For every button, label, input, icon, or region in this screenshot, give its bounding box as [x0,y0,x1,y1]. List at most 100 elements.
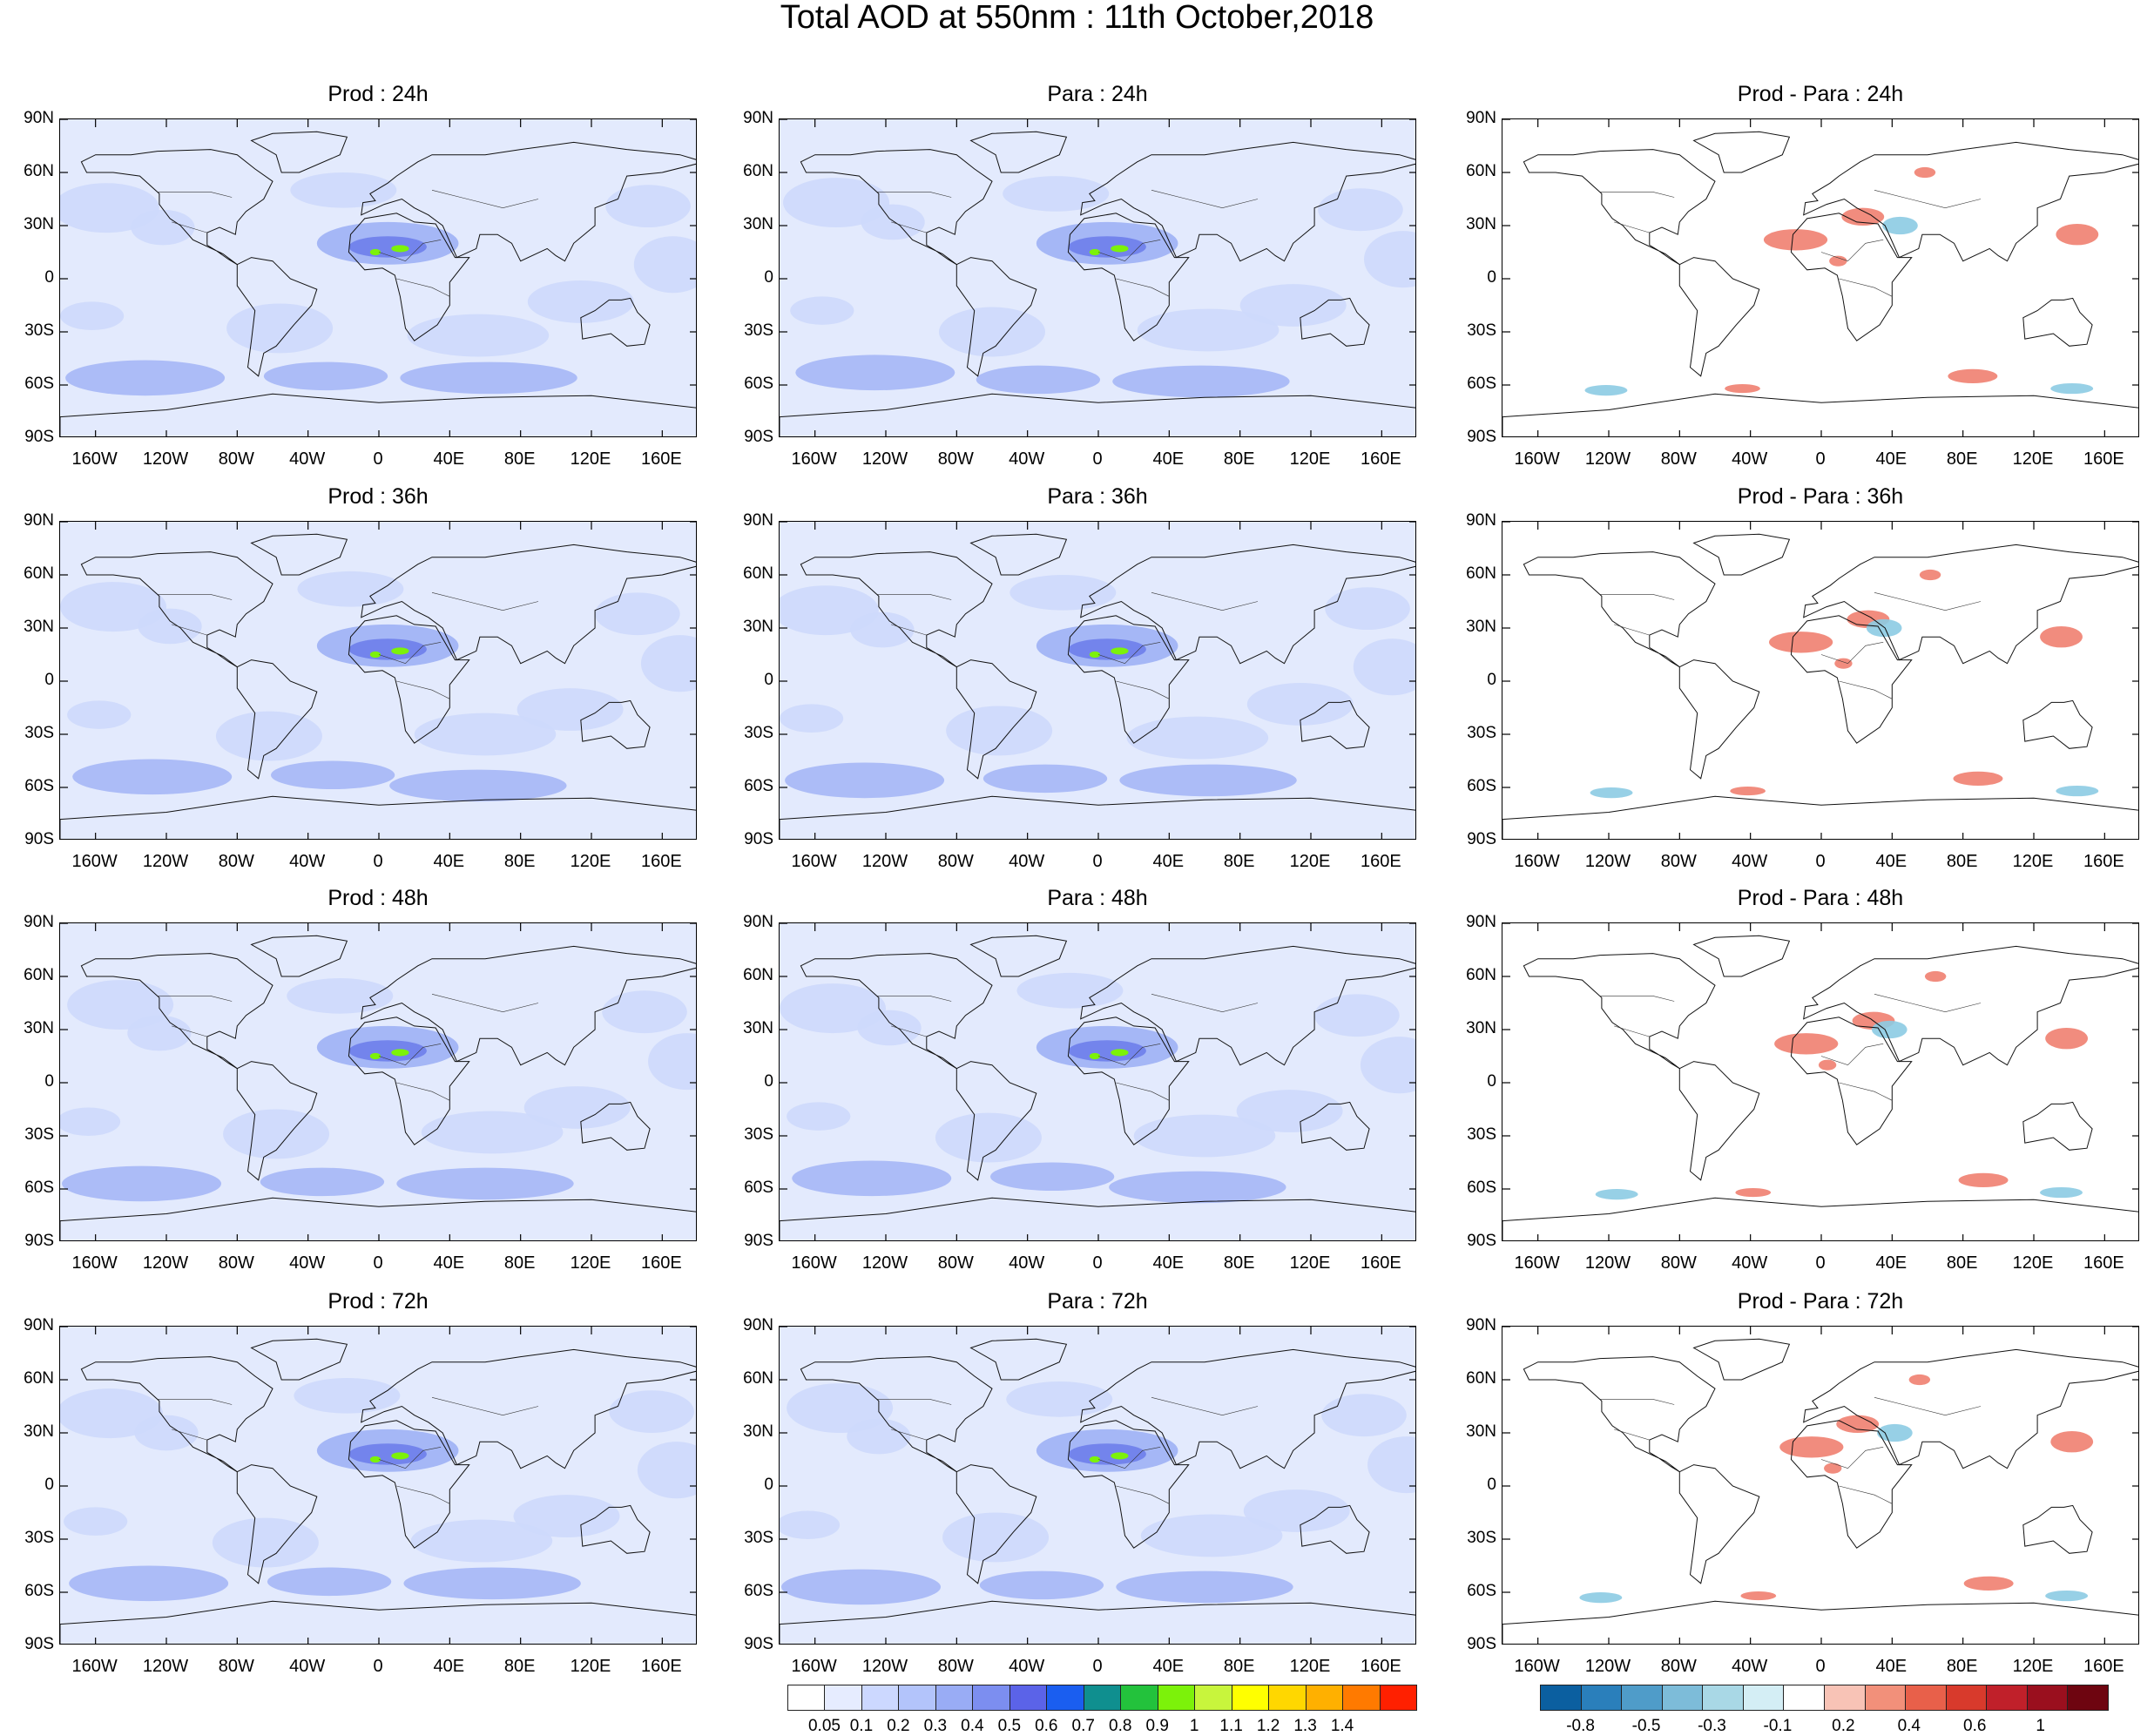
border-line [396,1082,450,1101]
longitude-tick-label: 0 [1815,852,1826,871]
colorbar-swatch [1231,1685,1270,1711]
coastline-eurasia [1080,945,1415,1066]
longitude-tick-label: 40E [433,1253,465,1273]
coastline-eurasia [1803,141,2138,262]
colorbar-label: 1 [1189,1717,1199,1735]
positive-difference-patch [1836,1415,1880,1433]
colorbar-label: 1.4 [1330,1717,1354,1735]
latitude-tick-label: 90N [743,109,773,127]
coastline-south-america [1678,1061,1760,1181]
latitude-tick-label: 30S [24,1125,54,1144]
border-line [1874,592,1982,611]
coastlines [780,935,1415,1240]
coastline-africa [348,1420,470,1549]
coastline-south-america [1678,1464,1760,1584]
border-line [891,221,927,233]
longitude-tick-label: 120E [1289,1657,1331,1676]
aerosol-plume [633,236,696,294]
latitude-tick-label: 90N [743,913,773,931]
colorbar-label: 0.05 [807,1717,841,1735]
colorbar-label: -0.8 [1566,1717,1595,1735]
aerosol-plume [263,361,388,391]
latitude-tick-label: 60N [1466,966,1496,984]
longitude-tick-label: 0 [373,1253,383,1273]
longitude-tick-label: 120W [861,1657,908,1676]
border-line [1599,594,1675,600]
map-canvas [780,1327,1415,1644]
border-line [1599,1399,1675,1405]
aerosol-plume [294,1377,401,1414]
latitude-tick-label: 90S [1467,830,1496,848]
saharan-dust-core [348,638,427,660]
latitude-tick-label: 60N [1466,162,1496,180]
longitude-tick-label: 40W [289,1657,326,1676]
coastline-north-america [80,149,273,266]
aerosol-plume [389,769,567,802]
longitude-tick-label: 40E [433,1657,465,1676]
negative-difference-patch [1866,618,1902,638]
negative-difference-patch [2040,1186,2083,1199]
country-borders [1599,190,1982,297]
coastline-north-america [800,1356,993,1473]
longitude-tick-label: 80W [218,1253,254,1273]
latitude-tick-label: 30S [744,1529,773,1547]
map-canvas [780,522,1415,839]
negative-difference-patch [1584,385,1628,396]
difference-map-panel [1502,1326,2139,1645]
country-borders [876,592,1259,699]
longitude-tick-label: 80E [1946,1657,1978,1676]
coastline-africa [348,213,470,341]
negative-difference-patch [1877,1423,1913,1442]
latitude-tick-label: 30N [1466,215,1496,233]
high-aod-hotspot [1111,647,1129,655]
longitude-tick-label: 120W [861,449,908,469]
coastline-eurasia [1080,544,1415,665]
high-aod-hotspot [369,651,382,659]
difference-map-panel [1502,521,2139,840]
coastline-africa [1790,213,1913,341]
map-background [1502,522,2138,839]
border-line [1820,1044,1884,1066]
border-line [1151,592,1259,611]
colorbar-label: 1.3 [1293,1717,1317,1735]
latitude-tick-label: 60S [1467,1582,1496,1600]
coastline-africa [1790,615,1913,744]
colorbar-swatch [1120,1685,1158,1711]
high-aod-hotspot [1111,245,1129,253]
colorbar-swatch [1864,1685,1907,1711]
high-aod-hotspot [1089,1456,1101,1463]
longitude-tick-label: 80W [937,449,974,469]
longitude-tick-label: 160E [640,449,682,469]
longitude-tick-label: 40W [1009,852,1045,871]
longitude-tick-label: 40W [289,449,326,469]
coastline-greenland [969,1338,1068,1381]
border-line [876,996,952,1002]
panel-title: Para : 48h [1047,886,1148,910]
aod-map-panel [779,118,1416,437]
longitude-tick-label: 80E [1223,449,1255,469]
longitude-tick-label: 120W [1584,1253,1631,1273]
border-line [431,1397,539,1416]
colorbar-label: 0.2 [1832,1717,1855,1735]
high-aod-hotspot [1089,248,1101,256]
latitude-tick-label: 60S [24,375,54,393]
aerosol-plume [1140,1514,1283,1557]
longitude-tick-label: 40E [1152,852,1185,871]
border-line [876,1399,952,1405]
longitude-tick-label: 40E [1152,449,1185,469]
longitude-tick-label: 80W [1660,1253,1697,1273]
latitude-tick-label: 60S [24,1582,54,1600]
colorbar-swatch [1305,1685,1344,1711]
panel-title: Para : 24h [1047,82,1148,106]
border-line [891,1025,927,1037]
positive-difference-patch [2040,625,2083,648]
latitude-tick-label: 0 [44,671,54,689]
latitude-tick-label: 0 [1487,268,1496,287]
longitude-tick-label: 40E [1875,449,1908,469]
axis-ticks [60,119,696,436]
country-borders [157,1397,539,1504]
border-line [157,996,233,1002]
aerosol-plume [407,314,550,357]
aerosol-plume [847,1418,911,1455]
coastline-antarctica [780,393,1415,436]
